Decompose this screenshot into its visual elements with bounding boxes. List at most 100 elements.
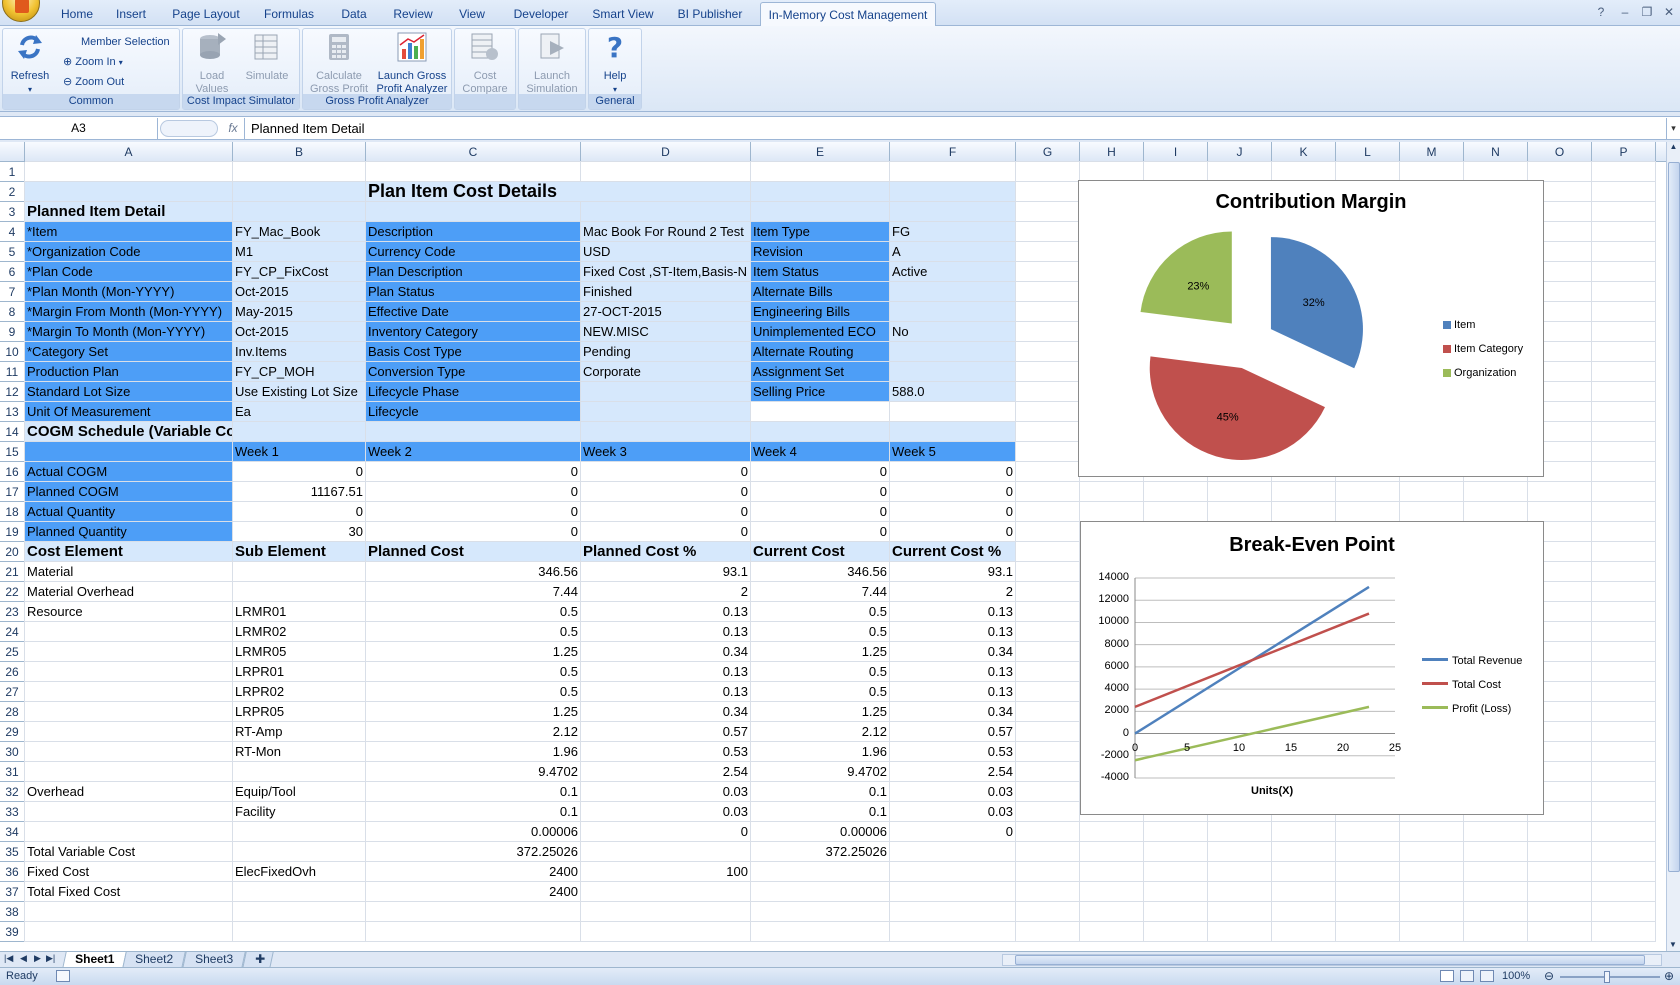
cost-value[interactable]: 0.13 bbox=[722, 624, 748, 639]
row-header-12[interactable]: 12 bbox=[0, 382, 25, 402]
row-header-17[interactable]: 17 bbox=[0, 482, 25, 502]
detail-label[interactable]: Inventory Category bbox=[366, 322, 580, 341]
detail-value[interactable]: Corporate bbox=[581, 362, 750, 381]
detail-label[interactable]: *Margin From Month (Mon-YYYY) bbox=[25, 302, 232, 321]
detail-value[interactable]: Mac Book For Round 2 Test bbox=[581, 222, 750, 241]
tab-in-memory-cost-management[interactable]: In-Memory Cost Management bbox=[760, 2, 936, 27]
cogm-value[interactable]: 0 bbox=[570, 504, 578, 519]
cogm-label[interactable]: Planned Quantity bbox=[25, 522, 232, 541]
cost-column-header[interactable]: Planned Cost bbox=[366, 542, 580, 561]
first-sheet-icon[interactable]: |◀ bbox=[4, 953, 14, 963]
sub-element[interactable] bbox=[233, 762, 365, 781]
cogm-value[interactable]: 11167.51 bbox=[310, 484, 363, 499]
cogm-label[interactable]: Actual COGM bbox=[25, 462, 232, 481]
row-header-8[interactable]: 8 bbox=[0, 302, 25, 322]
cost-value[interactable] bbox=[890, 842, 1015, 861]
weeks-corner-cell[interactable] bbox=[25, 442, 232, 461]
row-header-2[interactable]: 2 bbox=[0, 182, 25, 202]
row-header-37[interactable]: 37 bbox=[0, 882, 25, 902]
cogm-value[interactable]: 0 bbox=[355, 464, 363, 479]
cost-value[interactable] bbox=[581, 882, 750, 901]
cost-value[interactable]: 9.4702 bbox=[538, 764, 578, 779]
detail-label[interactable]: Engineering Bills bbox=[751, 302, 889, 321]
member-selection-button[interactable]: Member Selection bbox=[65, 33, 170, 51]
row-header-26[interactable]: 26 bbox=[0, 662, 25, 682]
sheet-tab-sheet2[interactable]: Sheet2 bbox=[122, 952, 186, 968]
row-header-27[interactable]: 27 bbox=[0, 682, 25, 702]
formula-bar-resize-handle[interactable] bbox=[160, 120, 218, 137]
cost-value[interactable]: 0.13 bbox=[722, 664, 748, 679]
cost-value[interactable]: 0.57 bbox=[722, 724, 748, 739]
last-sheet-icon[interactable]: ▶| bbox=[46, 953, 56, 963]
pie-slice-organization[interactable] bbox=[1140, 231, 1232, 324]
section-row-cell[interactable] bbox=[581, 422, 750, 441]
normal-view-icon[interactable] bbox=[1440, 970, 1454, 982]
cost-element[interactable]: Overhead bbox=[27, 784, 85, 799]
detail-label[interactable]: Currency Code bbox=[366, 242, 580, 261]
row-header-24[interactable]: 24 bbox=[0, 622, 25, 642]
row-header-34[interactable]: 34 bbox=[0, 822, 25, 842]
sub-element[interactable]: LRMR05 bbox=[235, 644, 287, 659]
refresh-button[interactable]: Refresh ▾ bbox=[5, 31, 55, 96]
cost-element[interactable] bbox=[25, 642, 232, 661]
section-row-cell[interactable] bbox=[890, 202, 1015, 221]
cost-value[interactable]: 0.03 bbox=[722, 804, 748, 819]
cost-value[interactable]: 0.1 bbox=[559, 804, 578, 819]
sub-element[interactable] bbox=[233, 582, 365, 601]
row-header-39[interactable]: 39 bbox=[0, 922, 25, 942]
cost-value[interactable]: 2 bbox=[740, 584, 748, 599]
cost-value[interactable]: 0.1 bbox=[559, 784, 578, 799]
zoom-level[interactable]: 100% bbox=[1502, 970, 1531, 982]
cost-column-header[interactable]: Sub Element bbox=[233, 542, 365, 561]
horizontal-scrollbar[interactable] bbox=[1002, 954, 1662, 966]
detail-label[interactable]: *Margin To Month (Mon-YYYY) bbox=[25, 322, 232, 341]
column-header-i[interactable]: I bbox=[1144, 142, 1208, 162]
column-header-b[interactable]: B bbox=[233, 142, 366, 162]
cost-value[interactable]: 0 bbox=[1005, 824, 1013, 839]
cost-value[interactable]: 0.34 bbox=[722, 644, 748, 659]
cost-value[interactable] bbox=[890, 862, 1015, 881]
row-header-29[interactable]: 29 bbox=[0, 722, 25, 742]
detail-label[interactable]: Item Status bbox=[751, 262, 889, 281]
column-header-a[interactable]: A bbox=[25, 142, 233, 162]
cost-column-header[interactable]: Cost Element bbox=[25, 542, 232, 561]
detail-value[interactable] bbox=[890, 362, 1015, 381]
series-line-total-cost[interactable] bbox=[1134, 612, 1370, 709]
row-header-22[interactable]: 22 bbox=[0, 582, 25, 602]
cost-value[interactable]: 0.5 bbox=[559, 684, 578, 699]
zoom-slider-knob[interactable] bbox=[1604, 971, 1610, 983]
column-header-p[interactable]: P bbox=[1592, 142, 1656, 162]
tab-developer[interactable]: Developer bbox=[513, 7, 569, 21]
cost-value[interactable]: 346.56 bbox=[847, 564, 887, 579]
detail-value[interactable]: Finished bbox=[581, 282, 750, 301]
insert-sheet-tab[interactable]: ✚ bbox=[242, 952, 274, 968]
contribution-margin-chart[interactable]: Contribution Margin 32% 45% 23% Item Item … bbox=[1078, 180, 1544, 477]
detail-label[interactable]: *Plan Code bbox=[25, 262, 232, 281]
detail-label[interactable]: Unimplemented ECO bbox=[751, 322, 889, 341]
sub-element[interactable]: LRPR02 bbox=[235, 684, 285, 699]
cost-value[interactable]: 0.34 bbox=[722, 704, 748, 719]
tab-bi-publisher[interactable]: BI Publisher bbox=[677, 7, 743, 21]
cost-element[interactable]: Material bbox=[27, 564, 74, 579]
cogm-value[interactable]: 0 bbox=[740, 504, 748, 519]
sub-element[interactable]: Facility bbox=[235, 804, 276, 819]
cost-element[interactable] bbox=[25, 802, 232, 821]
cost-value[interactable]: 0.03 bbox=[722, 784, 748, 799]
cogm-value[interactable]: 0 bbox=[570, 484, 578, 499]
row-header-7[interactable]: 7 bbox=[0, 282, 25, 302]
close-icon[interactable]: ✕ bbox=[1663, 5, 1675, 19]
selling-price-value[interactable]: 588.0 bbox=[890, 382, 1015, 401]
office-button[interactable] bbox=[2, 0, 40, 22]
detail-value[interactable] bbox=[890, 402, 1015, 421]
sub-element[interactable] bbox=[233, 882, 365, 901]
column-header-o[interactable]: O bbox=[1528, 142, 1592, 162]
detail-value[interactable]: FY_Mac_Book bbox=[233, 222, 365, 241]
vertical-scrollbar[interactable]: ▲ ▼ bbox=[1666, 142, 1680, 951]
row-header-30[interactable]: 30 bbox=[0, 742, 25, 762]
detail-label[interactable]: Assignment Set bbox=[751, 362, 889, 381]
cost-value[interactable]: 7.44 bbox=[861, 584, 887, 599]
cost-value[interactable]: 0.57 bbox=[987, 724, 1013, 739]
break-even-point-chart[interactable]: Break-Even Point 14000 12000 10000 8000 6000… bbox=[1080, 521, 1544, 815]
row-header-36[interactable]: 36 bbox=[0, 862, 25, 882]
cogm-value[interactable]: 0 bbox=[879, 484, 887, 499]
